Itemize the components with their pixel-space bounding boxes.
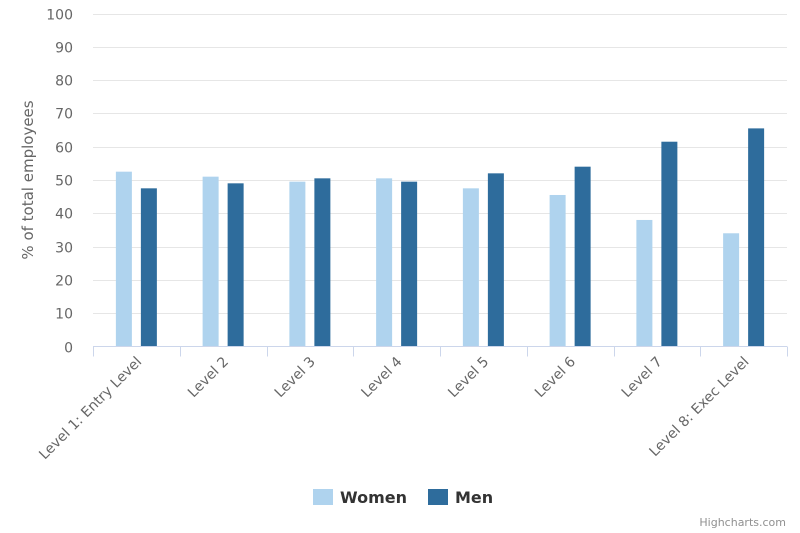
x-axis-ticks: Level 1: Entry Level Level 2 Level 3 Level … (36, 346, 788, 463)
y-tick-label: 10 (55, 307, 73, 323)
x-tick-label: Level 5 (445, 354, 492, 401)
y-tick-label: 70 (55, 107, 73, 123)
bar-women-7[interactable] (636, 219, 653, 347)
grid-lines (93, 14, 787, 314)
x-tick-label: Level 3 (272, 354, 319, 401)
legend-label: Men (455, 488, 493, 507)
y-tick-label: 20 (55, 274, 73, 290)
bar-men-3[interactable] (314, 178, 331, 347)
y-tick-label: 40 (55, 207, 73, 223)
bar-women-8[interactable] (723, 233, 740, 347)
x-tick-label: Level 7 (619, 354, 666, 401)
bar-women-4[interactable] (376, 178, 393, 347)
bar-men-7[interactable] (661, 141, 678, 347)
bar-women-5[interactable] (462, 188, 479, 347)
legend-item-men[interactable]: Men (428, 488, 493, 507)
bar-men-2[interactable] (227, 183, 244, 347)
bar-women-6[interactable] (549, 194, 566, 347)
bar-men-8[interactable] (748, 128, 765, 347)
y-tick-label: 90 (55, 41, 73, 57)
legend-swatch (313, 489, 333, 505)
y-axis-label: % of total employees (19, 100, 37, 259)
x-tick-label: Level 2 (185, 354, 232, 401)
legend-label: Women (340, 488, 407, 507)
bar-men-4[interactable] (401, 181, 418, 347)
y-tick-label: 30 (55, 241, 73, 257)
y-tick-label: 50 (55, 174, 73, 190)
bars (115, 128, 765, 347)
bar-women-3[interactable] (289, 181, 306, 347)
x-tick-label: Level 4 (359, 354, 406, 401)
legend[interactable]: Women Men (313, 488, 493, 507)
y-tick-label: 60 (55, 141, 73, 157)
credits-link[interactable]: Highcharts.com (699, 516, 786, 529)
bar-men-1[interactable] (140, 188, 157, 347)
legend-swatch (428, 489, 448, 505)
bar-men-6[interactable] (574, 166, 591, 347)
y-axis-ticks: 0 10 20 30 40 50 60 70 80 90 100 (46, 8, 73, 357)
bar-women-2[interactable] (202, 176, 219, 347)
bar-men-5[interactable] (487, 173, 504, 347)
x-tick-label: Level 8: Exec Level (646, 354, 752, 460)
x-tick-label: Level 1: Entry Level (36, 354, 145, 463)
y-tick-label: 0 (64, 341, 73, 357)
legend-item-women[interactable]: Women (313, 488, 407, 507)
y-tick-label: 100 (46, 8, 73, 24)
y-tick-label: 80 (55, 74, 73, 90)
bar-women-1[interactable] (115, 171, 132, 347)
x-tick-label: Level 6 (532, 354, 579, 401)
